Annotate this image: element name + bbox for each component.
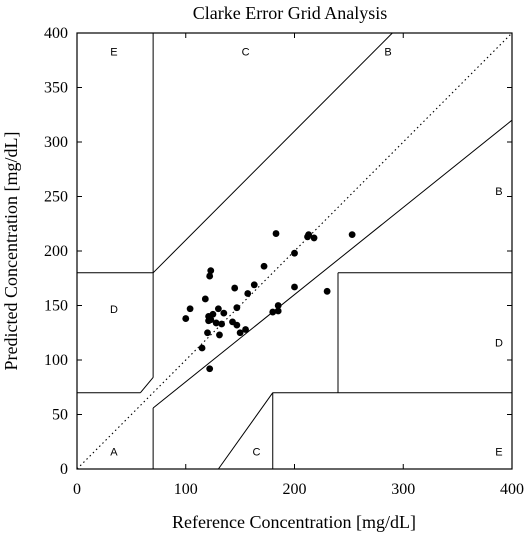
data-point [291,283,298,291]
x-tick-label: 200 [283,481,307,498]
region-label-d: D [495,338,503,350]
zone-boundary-line [217,392,274,470]
region-label-d: D [110,304,118,316]
y-tick-label: 400 [44,25,68,42]
data-point [214,305,222,313]
y-tick-label: 350 [44,80,68,97]
data-point [272,230,280,237]
region-label-e: E [495,447,502,459]
data-point [207,267,215,275]
data-point [244,290,252,297]
zone-boundary-line [152,119,513,409]
y-tick-label: 0 [60,461,68,478]
data-point [242,326,249,333]
zone-boundary-line [152,32,393,274]
data-point [218,320,226,328]
x-tick-label: 400 [500,481,524,498]
x-axis-label: Reference Concentration [mg/dL] [172,512,416,532]
data-point [212,319,220,327]
data-point [209,310,217,318]
region-label-e: E [110,47,117,59]
data-point [305,231,313,239]
y-tick-label: 300 [44,134,68,151]
data-point [323,287,331,295]
data-point [233,321,241,329]
y-tick-label: 100 [44,352,68,369]
y-tick-label: 150 [44,298,68,315]
data-point [220,309,228,317]
y-tick-label: 250 [44,189,68,206]
region-label-b: B [384,47,391,59]
y-axis-label: Predicted Concentration [mg/dL] [1,132,21,371]
data-point [348,231,356,239]
chart-title: Clarke Error Grid Analysis [193,3,387,23]
data-point [204,329,211,337]
x-tick-label: 100 [174,481,198,498]
data-point [291,249,298,257]
data-point [207,316,215,324]
data-point [236,329,244,337]
data-point [206,365,214,373]
data-point [186,305,194,313]
data-point [216,331,223,339]
data-point [274,302,282,309]
plot-area: 0 100 200 300 400 0 50 100 150 200 250 300 350 400 A B B… [44,25,524,498]
y-tick-label: 200 [44,243,68,260]
region-label-c: C [242,47,250,59]
x-tick-label: 300 [391,481,415,498]
y-tick-label: 50 [52,407,68,424]
data-point [198,344,206,352]
identity-line [76,32,513,470]
data-point [310,234,318,242]
data-point [182,315,190,322]
region-label-c: C [252,447,260,459]
x-tick-label: 0 [73,481,81,498]
data-point [269,308,277,316]
data-point [274,307,282,315]
data-point [231,284,239,292]
data-point [250,281,258,289]
data-point [206,272,214,280]
region-label-a: A [110,447,118,459]
data-point [201,295,209,303]
data-point [233,304,241,312]
zone-boundary-line [140,377,154,394]
region-label-b: B [495,186,502,198]
data-point [260,262,268,270]
